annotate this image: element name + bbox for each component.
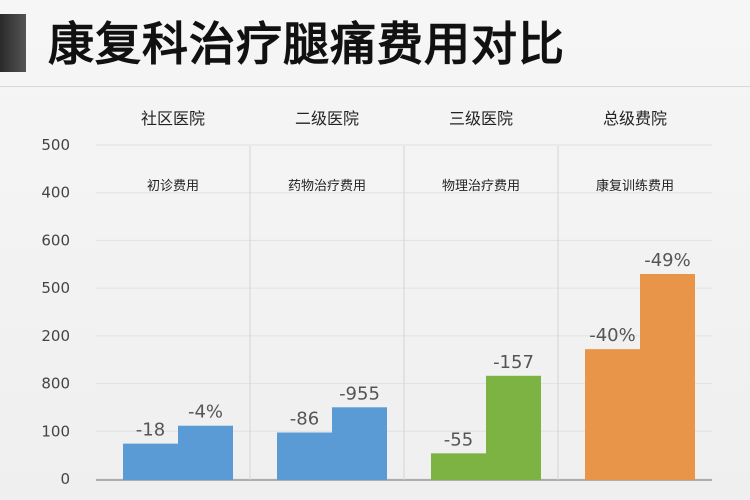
- bar-data-label: -157: [493, 352, 534, 373]
- bar: [332, 407, 387, 480]
- group-title: 总级费院: [603, 109, 667, 128]
- bar: [431, 453, 486, 480]
- group-subtitle: 康复训练费用: [596, 178, 674, 194]
- y-tick-label: 0: [60, 470, 70, 488]
- title-accent-bar: [0, 14, 26, 72]
- y-tick-label: 400: [41, 184, 70, 202]
- bar: [178, 425, 233, 480]
- bar-data-label: -4%: [188, 402, 223, 423]
- bar-data-label: -86: [290, 408, 319, 429]
- bar: [277, 432, 332, 480]
- bar-data-label: -40%: [589, 325, 636, 346]
- y-tick-label: 600: [41, 231, 70, 249]
- bar: [640, 274, 695, 480]
- title-divider: [0, 86, 750, 87]
- bar: [585, 349, 640, 480]
- bar-data-label: -55: [444, 429, 473, 450]
- bar-data-label: -955: [339, 383, 380, 404]
- bar-data-label: -18: [136, 420, 165, 441]
- y-tick-label: 500: [41, 279, 70, 297]
- group-title: 二级医院: [295, 109, 359, 128]
- group-subtitle: 物理治疗费用: [442, 179, 520, 194]
- y-tick-label: 100: [41, 422, 70, 440]
- group-subtitle: 初诊费用: [147, 179, 199, 194]
- bar: [486, 375, 541, 480]
- bar-data-label: -49%: [644, 250, 691, 271]
- y-tick-label: 500: [41, 136, 70, 154]
- group-subtitle: 药物治疗费用: [288, 179, 366, 194]
- group-title: 三级医院: [449, 109, 513, 128]
- y-tick-label: 200: [41, 327, 70, 345]
- y-tick-label: 800: [41, 375, 70, 393]
- y-axis-ticks: 500 400 600 500 200 800 100 0: [41, 136, 70, 488]
- bar: [123, 443, 178, 480]
- group-title: 社区医院: [141, 109, 205, 128]
- page-title: 康复科治疗腿痛费用对比: [48, 17, 565, 71]
